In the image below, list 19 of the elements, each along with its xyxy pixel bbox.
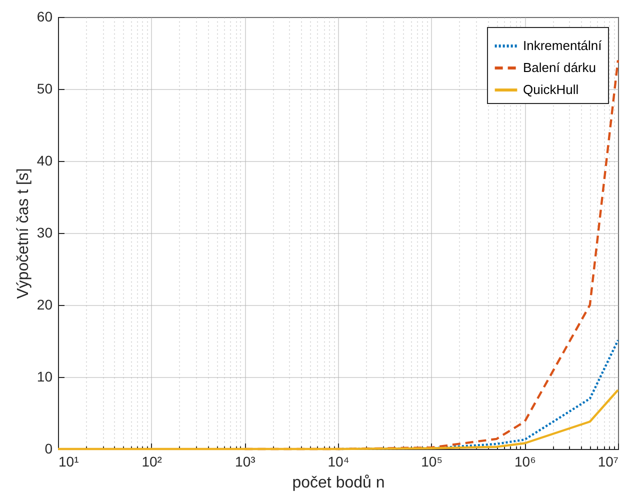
legend-label: QuickHull <box>523 82 579 97</box>
y-tick-label: 40 <box>36 152 53 168</box>
x-tick-label: 10³ <box>235 454 256 470</box>
x-tick-label: 10¹ <box>58 454 80 470</box>
x-tick-label: 10⁵ <box>421 454 443 470</box>
x-axis-title: počet bodů n <box>292 474 385 492</box>
y-tick-label: 10 <box>36 368 53 384</box>
y-tick-label: 20 <box>36 296 53 312</box>
y-tick-label: 30 <box>36 224 53 240</box>
y-axis-title: Výpočetní čas t [s] <box>14 168 32 299</box>
legend-label: Inkrementální <box>523 38 602 53</box>
x-tick-label: 10² <box>142 454 162 470</box>
legend-label: Balení dárku <box>523 60 596 75</box>
y-tick-label: 50 <box>36 80 53 96</box>
y-tick-label: 60 <box>36 8 53 24</box>
x-tick-label: 10⁷ <box>598 454 618 470</box>
x-tick-label: 10⁴ <box>328 454 350 470</box>
y-tick-label: 0 <box>44 440 53 456</box>
x-tick-label: 10⁶ <box>514 454 536 470</box>
